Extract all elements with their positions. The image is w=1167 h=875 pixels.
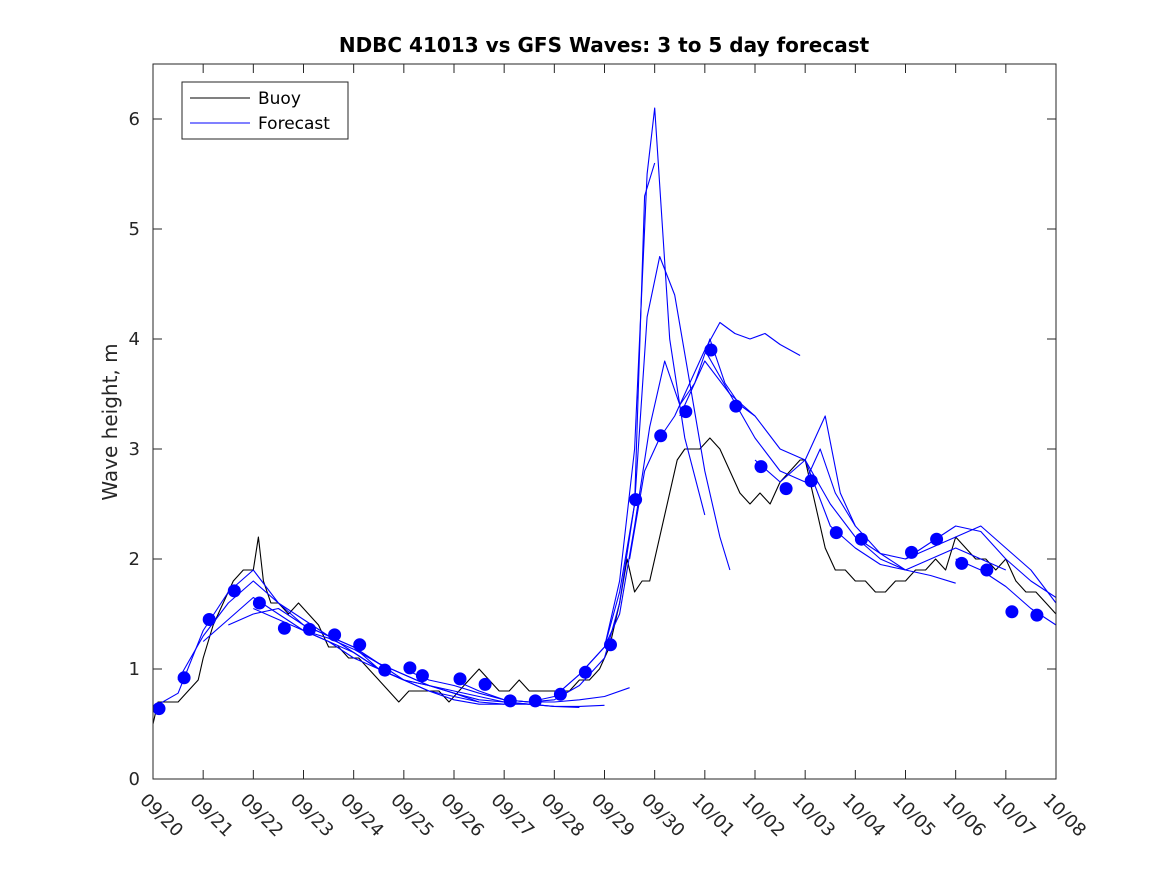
forecast-line [854, 525, 1057, 604]
forecast-line [629, 321, 801, 560]
forecast-point [403, 661, 417, 675]
legend-forecast-label: Forecast [258, 114, 330, 134]
forecast-point [704, 343, 718, 357]
forecast-point [252, 596, 266, 610]
y-tick-label: 3 [129, 439, 140, 460]
forecast-point [1005, 605, 1019, 619]
forecast-point [854, 532, 868, 546]
y-tick-label: 1 [129, 659, 140, 680]
legend: Buoy Forecast [181, 81, 349, 140]
forecast-point [152, 702, 166, 716]
y-tick-label: 6 [129, 109, 140, 130]
forecast-point [303, 622, 316, 636]
forecast-point [905, 545, 918, 559]
forecast-point [654, 429, 668, 443]
forecast-point [277, 621, 291, 635]
forecast-point [779, 482, 793, 496]
forecast-point [930, 532, 944, 546]
forecast-point [202, 613, 216, 626]
y-tick-label: 0 [129, 769, 140, 790]
chart-title: NDBC 41013 vs GFS Waves: 3 to 5 day fore… [339, 33, 870, 57]
forecast-point [553, 687, 567, 701]
legend-buoy-label: Buoy [258, 89, 301, 109]
forecast-point [729, 399, 743, 413]
forecast-line [353, 646, 605, 707]
forecast-point [829, 526, 843, 540]
y-tick-label: 5 [129, 219, 140, 240]
forecast-point [378, 663, 392, 677]
forecast-point [528, 694, 542, 708]
y-tick-label: 2 [129, 549, 140, 570]
forecast-point [177, 671, 191, 685]
legend-box [181, 81, 349, 140]
forecast-line [504, 107, 706, 703]
forecast-line [553, 255, 731, 697]
forecast-point [478, 677, 492, 691]
y-tick-label: 4 [129, 329, 140, 350]
forecast-point [754, 460, 768, 474]
forecast-point [328, 628, 342, 642]
forecast-point [503, 694, 517, 708]
series-layer [152, 107, 1057, 725]
forecast-point [679, 405, 693, 419]
forecast-point [804, 474, 818, 488]
forecast-line [905, 525, 1057, 598]
forecast-point [578, 665, 592, 679]
forecast-line [453, 162, 656, 703]
forecast-point [227, 584, 241, 598]
forecast-point [415, 669, 429, 683]
y-axis-label: Wave height, m [98, 343, 122, 500]
forecast-point [955, 556, 969, 570]
forecast-point [453, 672, 467, 686]
forecast-point [629, 493, 643, 507]
forecast-point [604, 638, 617, 652]
forecast-point [353, 638, 367, 652]
forecast-point [980, 563, 994, 577]
forecast-line [679, 360, 856, 527]
forecast-point [1030, 608, 1044, 622]
